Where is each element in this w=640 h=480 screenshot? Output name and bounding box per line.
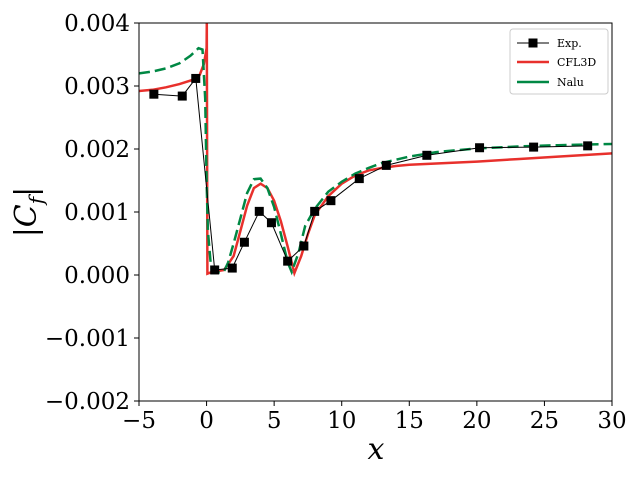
x-tick-label: 0 [199, 408, 214, 434]
exp-data-point [583, 141, 593, 151]
exp-data-point [283, 256, 293, 266]
y-tick-label: 0.000 [64, 263, 130, 289]
exp-data-point [254, 206, 264, 216]
exp-data-point [149, 89, 159, 99]
x-tick-label: 20 [462, 408, 491, 434]
exp-data-point [354, 174, 364, 184]
exp-data-point [422, 150, 432, 160]
exp-data-point [529, 142, 539, 152]
y-tick-label: 0.001 [64, 200, 130, 226]
x-tick-label: 30 [597, 408, 626, 434]
series-line-exp [153, 77, 588, 271]
x-tick-label: 10 [327, 408, 356, 434]
y-tick-label: 0.003 [64, 74, 130, 100]
y-tick-label: 0.004 [64, 11, 130, 37]
exp-data-point [191, 73, 201, 83]
exp-data-point [227, 263, 237, 273]
legend-label: CFL3D [557, 56, 596, 69]
x-tick-label: 25 [530, 408, 559, 434]
exp-data-point [177, 91, 187, 101]
series-line-nalu [139, 46, 612, 276]
y-axis-title: |Cf| [9, 187, 48, 238]
legend-label: Nalu [557, 76, 584, 89]
legend-label: Exp. [557, 37, 582, 50]
exp-data-point [239, 237, 249, 247]
exp-data-point [266, 218, 276, 228]
y-tick-label: −0.002 [45, 389, 130, 415]
exp-data-point [381, 160, 391, 170]
exp-data-point [326, 196, 336, 206]
x-tick-label: −5 [122, 408, 156, 434]
x-axis-title: x [368, 432, 385, 467]
exp-data-point [475, 143, 485, 153]
exp-data-point [210, 265, 220, 275]
legend-marker [528, 38, 538, 48]
legend: Exp. CFL3D Nalu [509, 28, 609, 95]
x-tick-label: 15 [395, 408, 424, 434]
y-tick-label: 0.002 [64, 137, 130, 163]
y-tick-label: −0.001 [45, 326, 130, 352]
exp-data-point [299, 241, 309, 251]
x-tick-label: 5 [267, 408, 282, 434]
exp-data-point [310, 206, 320, 216]
